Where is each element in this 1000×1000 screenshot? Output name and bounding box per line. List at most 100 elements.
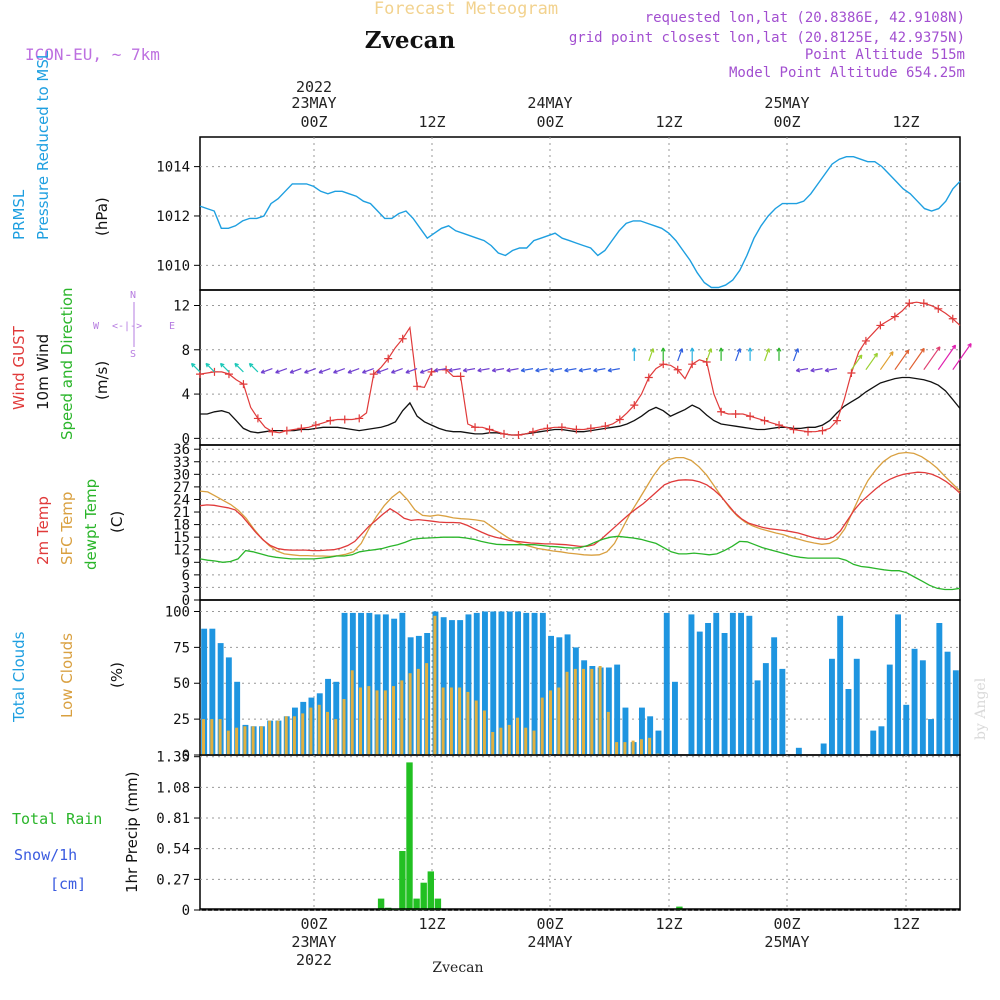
wind-direction-arrow: [549, 367, 563, 373]
bottom-date-25may: 25MAY: [764, 933, 809, 951]
wind-direction-arrow: [190, 362, 201, 373]
gust-marker: [775, 421, 784, 430]
y-tick-label: 21: [173, 505, 190, 521]
total-cloud-bar: [771, 637, 778, 755]
low-cloud-bar: [482, 710, 486, 755]
wind-dir-label: Speed and Direction: [58, 287, 76, 440]
bottom-date-23may: 23MAY: [291, 933, 336, 951]
gust-marker: [890, 312, 899, 321]
total-cloud-bar: [490, 611, 497, 755]
pressure-unit: (hPa): [93, 197, 111, 236]
dewpt-label: dewpt Temp: [82, 479, 100, 570]
wind-unit: (m/s): [93, 361, 111, 400]
low-cloud-bar: [631, 740, 635, 755]
y-tick-label: 4: [182, 387, 190, 403]
gust-marker: [876, 321, 885, 330]
wind-direction-arrow: [735, 348, 742, 362]
gust-marker: [557, 423, 566, 432]
wind-direction-arrow: [347, 368, 360, 374]
gust-marker: [384, 354, 393, 363]
snow-unit: [cm]: [50, 875, 86, 893]
low-cloud-bar: [540, 697, 544, 755]
temp-unit: (C): [108, 511, 126, 533]
low-cloud-bar: [590, 668, 594, 755]
wind-direction-arrow: [879, 351, 894, 371]
gust-marker: [543, 424, 552, 433]
t2m-line: [199, 471, 961, 552]
gust-marker: [644, 373, 653, 382]
bottom-location: Zvecan: [432, 960, 483, 976]
y-tick-label: 100: [165, 604, 190, 620]
low-cloud-bar: [392, 686, 395, 755]
y-tick-label: 1014: [156, 160, 190, 176]
y-tick-label: 1.08: [156, 780, 190, 796]
wind-gust-label: Wind GUST: [10, 325, 28, 410]
total-cloud-bar: [837, 615, 844, 755]
wind-direction-arrow: [333, 368, 346, 374]
total-cloud-bar: [903, 704, 910, 755]
low-cloud-bar: [582, 668, 585, 755]
y-tick-label: 6: [182, 568, 190, 584]
wind-direction-arrow: [390, 368, 403, 374]
y-tick-label: 0.27: [156, 872, 190, 888]
total-cloud-bar: [663, 612, 670, 755]
bottom-hour-label: 12Z: [655, 915, 682, 933]
low-cloud-bar: [334, 719, 338, 755]
bottom-time-axis: 00Z 12Z 00Z 12Z 00Z 12Z 23MAY 24MAY 25MA…: [291, 915, 919, 969]
wind-direction-arrow: [718, 347, 724, 361]
low-cloud-bar: [284, 716, 288, 756]
precip-frame: [199, 754, 961, 911]
pressure-line: [199, 156, 961, 289]
y-tick-label: 3: [182, 580, 190, 596]
wind-direction-arrow: [520, 367, 534, 373]
total-cloud-bar: [795, 747, 802, 755]
gust-marker: [456, 372, 465, 381]
wind-direction-arrow: [593, 367, 606, 373]
gust-marker: [572, 425, 581, 434]
low-cloud-bar: [292, 716, 296, 756]
y-tick-label: 12: [173, 299, 190, 315]
low-cloud-bar: [326, 711, 329, 755]
low-cloud-bar: [383, 690, 387, 755]
precip-bar: [413, 898, 420, 910]
gust-marker: [847, 369, 856, 378]
compass-arrow: <-|->: [112, 321, 142, 332]
wind-direction-arrow: [477, 367, 490, 373]
total-cloud-bar: [506, 611, 513, 755]
y-tick-label: 36: [173, 442, 190, 458]
wind-direction-arrow: [776, 347, 782, 361]
gust-marker: [630, 401, 639, 410]
low-cloud-bar: [408, 673, 412, 755]
low-cloud-bar: [375, 690, 379, 755]
top-hour-label: 00Z: [536, 113, 563, 131]
precip-bar: [399, 851, 406, 910]
temp2m-label: 2m Temp: [34, 496, 52, 565]
gust-marker: [340, 415, 349, 424]
top-date-24may: 24MAY: [527, 94, 572, 112]
total-cloud-bar: [482, 611, 488, 755]
low-cloud-bar: [458, 687, 462, 755]
low-cloud-bar: [598, 666, 602, 755]
gust-marker: [253, 414, 262, 423]
cloud-unit: (%): [108, 662, 126, 688]
low-cloud-bar: [342, 699, 346, 755]
total-cloud-bar: [341, 612, 348, 755]
top-hour-label: 12Z: [892, 113, 919, 131]
gust-marker: [311, 421, 320, 430]
gust-marker: [427, 367, 436, 376]
low-cloud-bar: [549, 690, 552, 755]
snow-label: Snow/1h: [14, 846, 77, 864]
total-cloud-bar: [672, 681, 678, 755]
gust-marker: [948, 314, 957, 323]
total-cloud-bar: [705, 623, 711, 755]
low-cloud-bar: [235, 727, 239, 755]
total-cloud-bar: [688, 614, 695, 755]
low-cloud-bar: [639, 739, 643, 755]
gust-marker: [934, 304, 943, 313]
low-cloud-bar: [202, 719, 205, 755]
low-cloud-bar: [425, 663, 429, 755]
gust-marker: [905, 299, 914, 308]
top-date-23may: 23MAY: [291, 94, 336, 112]
